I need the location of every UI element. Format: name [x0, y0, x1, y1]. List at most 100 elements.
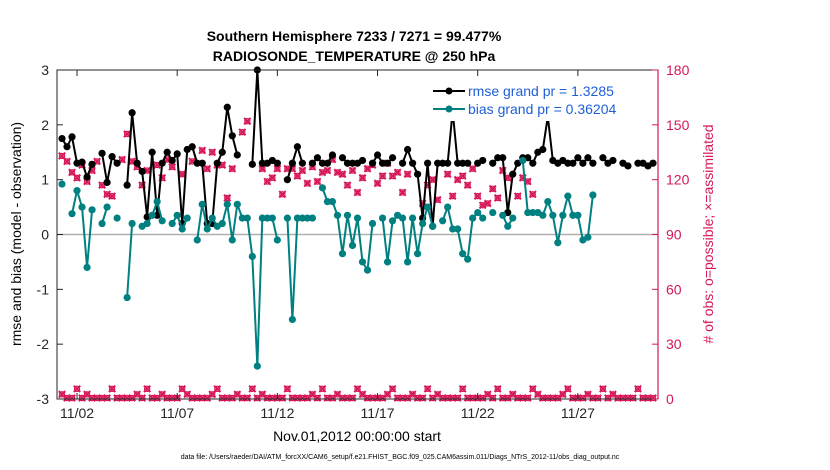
series-point-rmse — [343, 159, 352, 167]
series-point-rmse — [123, 181, 131, 189]
obs-possible-marker — [474, 192, 481, 200]
series-point-bias — [283, 214, 291, 222]
series-point-rmse — [198, 159, 206, 167]
obs-assimilated-marker — [458, 172, 467, 180]
obs-possible-marker — [524, 394, 531, 402]
series-point-bias — [148, 211, 156, 219]
series-point-bias — [88, 206, 96, 214]
series-point-rmse — [599, 154, 607, 162]
obs-possible-marker — [279, 394, 286, 402]
obs-assimilated-marker — [178, 170, 187, 179]
series-point-rmse — [63, 143, 71, 151]
chart-title-line2: RADIOSONDE_TEMPERATURE @ 250 hPa — [213, 48, 496, 64]
obs-assimilated-marker — [143, 384, 152, 393]
series-point-rmse — [313, 154, 322, 162]
obs-possible-marker — [389, 385, 396, 393]
y-tick-label-right: 150 — [666, 117, 690, 133]
obs-possible-marker — [244, 117, 251, 125]
series-point-rmse — [388, 154, 397, 162]
obs-possible-marker — [108, 192, 116, 200]
series-point-bias — [408, 214, 417, 222]
obs-possible-marker — [404, 170, 411, 178]
series-point-rmse — [233, 151, 241, 159]
obs-assimilated-marker — [108, 192, 116, 201]
obs-possible-marker — [394, 169, 401, 176]
series-point-rmse — [403, 145, 412, 154]
y-tick-label-left: 1 — [41, 172, 49, 188]
series-point-rmse — [103, 178, 111, 187]
obs-assimilated-marker — [353, 188, 362, 197]
series-point-rmse — [158, 159, 166, 167]
series-point-bias — [78, 203, 86, 211]
series-point-bias — [549, 211, 557, 219]
x-axis-label: Nov.01,2012 00:00:00 start — [273, 428, 441, 444]
obs-possible-marker — [279, 191, 286, 198]
obs-possible-marker — [224, 194, 231, 202]
obs-assimilated-marker — [388, 384, 397, 393]
series-point-rmse — [328, 151, 337, 159]
series-point-bias — [83, 263, 91, 271]
series-point-bias — [584, 233, 592, 241]
obs-possible-marker — [599, 385, 607, 393]
y-tick-label-right: 0 — [666, 391, 674, 407]
obs-assimilated-marker — [243, 117, 252, 126]
series-point-bias — [168, 219, 176, 228]
series-point-bias — [348, 241, 357, 250]
series-point-bias — [238, 214, 246, 222]
obs-possible-marker — [484, 200, 491, 207]
series-point-bias — [318, 184, 327, 192]
series-point-rmse — [579, 159, 587, 167]
series-point-rmse — [148, 148, 156, 156]
obs-possible-marker — [168, 163, 176, 171]
series-point-bias — [338, 250, 347, 258]
legend-label-rmse: rmse grand pr = 1.3285 — [468, 83, 614, 99]
obs-assimilated-marker — [138, 394, 147, 402]
series-point-rmse — [188, 143, 196, 151]
obs-assimilated-marker — [513, 192, 522, 201]
y-tick-label-left: -1 — [37, 281, 50, 297]
obs-possible-marker — [349, 394, 356, 402]
series-point-bias — [68, 210, 76, 218]
series-point-rmse — [624, 162, 632, 170]
series-point-bias — [73, 187, 81, 195]
obs-possible-marker — [559, 391, 567, 398]
obs-possible-marker — [239, 128, 246, 136]
series-point-bias — [459, 250, 467, 258]
obs-possible-marker — [58, 152, 66, 160]
series-point-bias — [343, 211, 352, 219]
obs-possible-marker — [629, 394, 637, 402]
obs-possible-marker — [594, 394, 602, 402]
series-point-bias — [464, 255, 472, 263]
obs-possible-marker — [514, 192, 521, 200]
series-point-bias — [474, 208, 482, 217]
obs-possible-marker — [459, 172, 466, 180]
series-point-bias — [308, 214, 317, 222]
obs-assimilated-marker — [563, 384, 572, 393]
y-tick-label-right: 180 — [666, 62, 690, 78]
series-point-rmse — [298, 159, 307, 167]
obs-possible-marker — [209, 391, 216, 398]
obs-possible-marker — [93, 158, 101, 165]
series-point-rmse — [218, 148, 226, 156]
obs-assimilated-marker — [63, 157, 71, 166]
obs-assimilated-marker — [303, 179, 312, 188]
obs-assimilated-marker — [278, 190, 287, 199]
obs-possible-marker — [63, 158, 71, 165]
series-point-rmse — [494, 154, 502, 162]
series-point-bias — [378, 214, 387, 222]
series-point-bias — [248, 252, 256, 261]
series-point-rmse — [649, 159, 657, 167]
series-point-bias — [589, 191, 597, 199]
obs-assimilated-marker — [198, 146, 207, 155]
x-tick-label: 11/17 — [361, 405, 395, 421]
obs-possible-marker — [118, 156, 126, 163]
series-point-rmse — [574, 154, 582, 162]
obs-possible-marker — [419, 394, 426, 402]
series-point-bias — [454, 225, 462, 233]
series-point-rmse — [499, 154, 507, 162]
series-point-bias — [509, 214, 517, 222]
series-point-rmse — [228, 132, 236, 140]
series-point-rmse — [459, 159, 467, 167]
obs-assimilated-marker — [208, 148, 217, 157]
